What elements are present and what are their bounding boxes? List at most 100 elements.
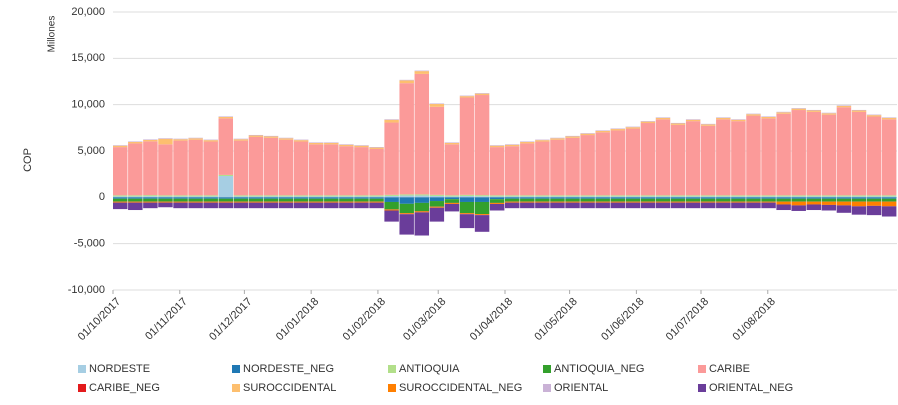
bar-segment <box>866 116 882 196</box>
bar-segment <box>309 196 324 198</box>
bar-segment <box>821 195 837 197</box>
bar-segment <box>731 202 746 209</box>
bar-segment <box>640 202 656 209</box>
bar-segment <box>701 202 716 209</box>
bar-segment <box>836 196 852 198</box>
bar-segment <box>203 140 218 142</box>
bar-segment <box>655 198 671 202</box>
bar-segment <box>489 145 505 148</box>
bar-segment <box>851 110 867 112</box>
bar-segment <box>716 195 731 197</box>
bar-segment <box>716 119 731 196</box>
bar-segment <box>580 202 595 209</box>
bar-segment <box>731 197 746 199</box>
bar-segment <box>143 202 158 209</box>
bar-segment <box>550 137 565 139</box>
bar-segment <box>625 201 641 203</box>
bar-segment <box>851 198 867 202</box>
bar-segment <box>248 196 264 198</box>
bar-segment <box>474 201 490 215</box>
y-tick-label: -5,000 <box>74 238 105 250</box>
bar-segment <box>731 119 746 120</box>
bar-segment <box>293 202 309 209</box>
bar-segment <box>761 116 776 117</box>
bar-segment <box>746 114 761 116</box>
bar-segment <box>806 196 822 198</box>
bar-segment <box>580 196 595 198</box>
bar-segment <box>595 130 610 133</box>
bar-segment <box>113 196 128 198</box>
legend-label: SUROCCIDENTAL <box>243 382 336 394</box>
bar-segment <box>505 197 520 199</box>
bar-segment <box>293 139 309 141</box>
bar-segment <box>263 135 279 137</box>
y-tick-label: 10,000 <box>71 99 105 111</box>
bar-segment <box>399 79 414 81</box>
legend-label: ORIENTAL_NEG <box>709 382 793 394</box>
bar-segment <box>685 195 701 197</box>
bar-segment <box>731 119 746 122</box>
bar-segment <box>655 119 671 196</box>
bar-segment <box>580 133 595 136</box>
bar-segment <box>113 147 128 196</box>
bar-segment <box>309 195 324 197</box>
bar-segment <box>444 142 460 143</box>
x-tick-label: 01/03/2018 <box>401 296 448 343</box>
bar-segment <box>746 115 761 196</box>
bar-segment <box>866 196 882 198</box>
bar-segment <box>158 196 173 198</box>
bar-segment <box>263 136 279 138</box>
bar-segment <box>113 197 128 199</box>
bar-segment <box>836 205 852 213</box>
bar-segment <box>429 103 445 105</box>
bar-segment <box>278 139 294 196</box>
bar-segment <box>158 197 173 199</box>
bar-segment <box>263 197 279 199</box>
bar-segment <box>761 197 776 199</box>
bar-segment <box>565 202 580 209</box>
bar-segment <box>625 196 641 198</box>
bar-segment <box>731 195 746 197</box>
bar-segment <box>866 197 882 199</box>
bar-segment <box>535 196 550 198</box>
bar-segment <box>158 201 173 203</box>
bar-segment <box>866 205 882 216</box>
bar-segment <box>459 197 475 202</box>
bar-segment <box>173 197 188 199</box>
legend-label: NORDESTE_NEG <box>243 363 334 375</box>
bar-segment <box>278 201 294 203</box>
bar-segment <box>414 73 430 195</box>
y-tick-label: 5,000 <box>77 145 105 157</box>
legend-label: SUROCCIDENTAL_NEG <box>399 382 522 394</box>
bar-segment <box>414 71 430 74</box>
bar-segment <box>218 174 234 177</box>
bar-segment <box>746 113 761 115</box>
bar-segment <box>309 142 324 143</box>
bar-segment <box>685 119 701 122</box>
bar-segment <box>670 197 686 199</box>
bar-segment <box>233 140 249 196</box>
bar-segment <box>716 117 731 120</box>
bar-segment <box>474 195 490 197</box>
bar-segment <box>851 201 867 207</box>
bar-segment <box>640 121 656 122</box>
bar-segment <box>489 196 505 198</box>
bar-segment <box>339 195 354 197</box>
bar-segment <box>263 201 279 203</box>
bar-segment <box>233 202 249 209</box>
bar-segment <box>429 106 445 195</box>
bar-segment <box>173 198 188 202</box>
bar-segment <box>610 129 626 131</box>
bar-segment <box>309 142 324 145</box>
bar-segment <box>188 198 203 202</box>
bar-segment <box>278 195 294 197</box>
bar-segment <box>113 145 128 146</box>
bar-segment <box>173 139 188 141</box>
bar-segment <box>580 197 595 199</box>
bar-segment <box>716 196 731 198</box>
bar-segment <box>520 141 535 143</box>
bar-segment <box>836 198 852 202</box>
bar-segment <box>384 119 399 123</box>
bar-segment <box>474 95 490 196</box>
bar-segment <box>233 195 249 197</box>
